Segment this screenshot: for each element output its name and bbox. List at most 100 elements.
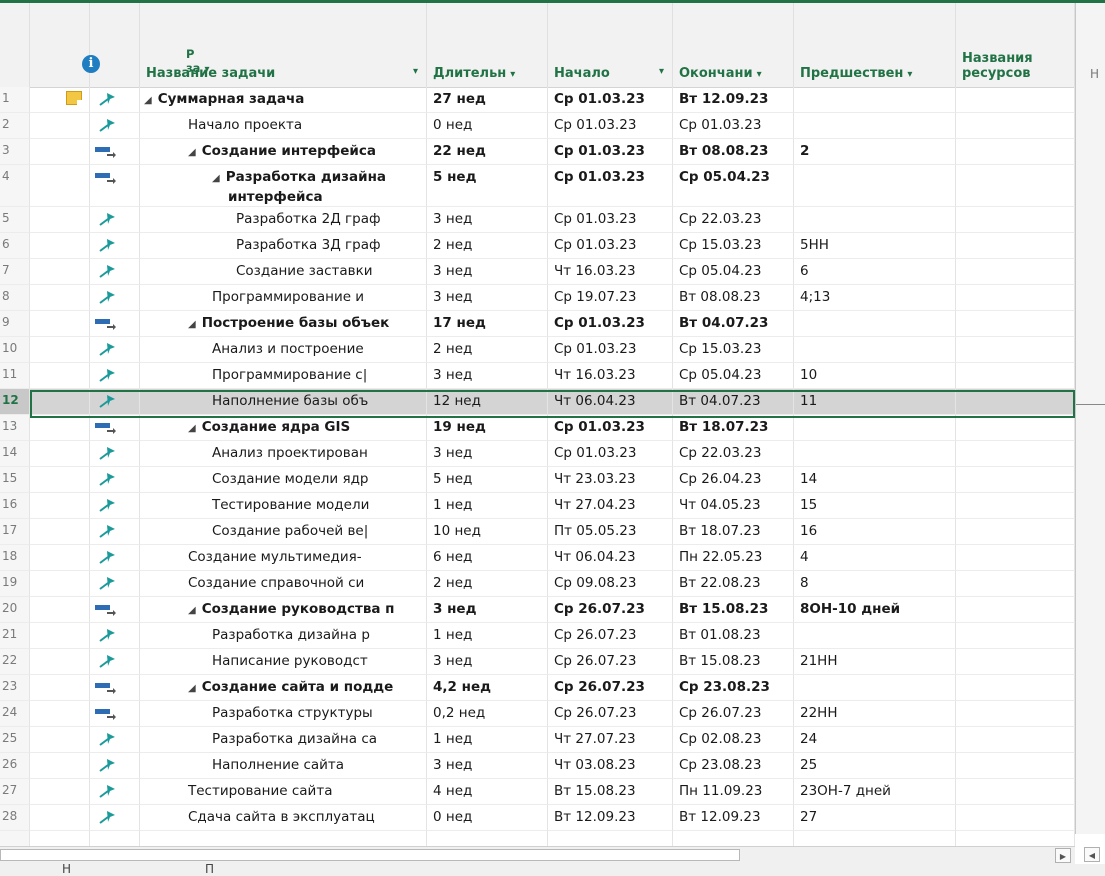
- predecessors-cell[interactable]: [794, 87, 956, 113]
- table-row[interactable]: 28 Сдача сайта в эксплуатац 0 нед Вт 12.09.…: [0, 805, 1075, 831]
- table-row[interactable]: 14 Анализ проектирован 3 нед Ср 01.03.23 Ср …: [0, 441, 1075, 467]
- collapse-triangle-icon[interactable]: ◢: [188, 423, 196, 434]
- row-number[interactable]: 20: [0, 597, 30, 623]
- start-cell[interactable]: Чт 27.07.23: [548, 727, 673, 753]
- row-number[interactable]: 26: [0, 753, 30, 779]
- resource-names-cell[interactable]: [956, 571, 1075, 597]
- note-icon[interactable]: [66, 91, 82, 105]
- task-mode-cell[interactable]: [90, 285, 140, 311]
- row-number[interactable]: 5: [0, 207, 30, 233]
- task-name-cell[interactable]: Тестирование сайта: [140, 779, 427, 805]
- predecessors-cell[interactable]: 25: [794, 753, 956, 779]
- finish-cell[interactable]: Вт 15.08.23: [673, 597, 794, 623]
- predecessors-cell[interactable]: [794, 675, 956, 701]
- finish-cell[interactable]: Чт 04.05.23: [673, 493, 794, 519]
- table-row[interactable]: 6 Разработка 3Д граф 2 нед Ср 01.03.23 Ср 15…: [0, 233, 1075, 259]
- duration-cell[interactable]: 5 нед: [427, 467, 548, 493]
- predecessors-cell[interactable]: [794, 415, 956, 441]
- indicators-cell[interactable]: [30, 597, 90, 623]
- duration-cell[interactable]: 10 нед: [427, 519, 548, 545]
- resource-names-cell[interactable]: [956, 649, 1075, 675]
- task-name-cell[interactable]: ◢ Создание сайта и подде: [140, 675, 427, 701]
- task-mode-column-header[interactable]: Р за ▾: [90, 3, 209, 87]
- predecessors-cell[interactable]: [794, 311, 956, 337]
- row-number[interactable]: 7: [0, 259, 30, 285]
- resource-names-cell[interactable]: [956, 207, 1075, 233]
- chevron-down-icon[interactable]: ▾: [412, 66, 418, 77]
- indicators-cell[interactable]: [30, 545, 90, 571]
- collapse-triangle-icon[interactable]: ◢: [188, 147, 196, 158]
- finish-cell[interactable]: Вт 15.08.23: [673, 649, 794, 675]
- finish-cell[interactable]: Ср 02.08.23: [673, 727, 794, 753]
- task-name-cell[interactable]: ◢ Создание руководства п: [140, 597, 427, 623]
- duration-cell[interactable]: 3 нед: [427, 649, 548, 675]
- horizontal-scrollbar-thumb[interactable]: [0, 849, 740, 861]
- duration-cell[interactable]: 3 нед: [427, 753, 548, 779]
- finish-cell[interactable]: Ср 26.04.23: [673, 467, 794, 493]
- resource-names-cell[interactable]: [956, 113, 1075, 139]
- task-mode-cell[interactable]: [90, 311, 140, 337]
- task-name-cell[interactable]: Создание модели ядр: [140, 467, 427, 493]
- start-cell[interactable]: Ср 01.03.23: [548, 165, 673, 207]
- start-cell[interactable]: Вт 12.09.23: [548, 805, 673, 831]
- task-name-cell[interactable]: Наполнение сайта: [140, 753, 427, 779]
- table-row[interactable]: 3 ◢ Создание интерфейса 22 нед Ср 01.03.23 Вт…: [0, 139, 1075, 165]
- row-number[interactable]: 12: [0, 389, 30, 415]
- task-name-cell[interactable]: ◢ Построение базы объек: [140, 311, 427, 337]
- finish-cell[interactable]: Ср 05.04.23: [673, 165, 794, 207]
- resource-names-cell[interactable]: [956, 441, 1075, 467]
- duration-cell[interactable]: 0 нед: [427, 805, 548, 831]
- row-number[interactable]: 8: [0, 285, 30, 311]
- indicators-cell[interactable]: [30, 649, 90, 675]
- duration-cell[interactable]: 4,2 нед: [427, 675, 548, 701]
- task-mode-cell[interactable]: [90, 675, 140, 701]
- table-row[interactable]: 24 Разработка структуры 0,2 нед Ср 26.07.23…: [0, 701, 1075, 727]
- row-number[interactable]: 14: [0, 441, 30, 467]
- chart-scroll-left-button[interactable]: ◀: [1084, 847, 1100, 862]
- resource-names-cell[interactable]: [956, 233, 1075, 259]
- finish-cell[interactable]: Вт 08.08.23: [673, 285, 794, 311]
- indicators-cell[interactable]: [30, 337, 90, 363]
- indicators-cell[interactable]: [30, 363, 90, 389]
- finish-cell[interactable]: Ср 01.03.23: [673, 113, 794, 139]
- task-mode-cell[interactable]: [90, 727, 140, 753]
- indicators-cell[interactable]: [30, 675, 90, 701]
- task-name-cell[interactable]: Создание справочной си: [140, 571, 427, 597]
- finish-cell[interactable]: Ср 22.03.23: [673, 441, 794, 467]
- task-name-cell[interactable]: Анализ и построение: [140, 337, 427, 363]
- predecessors-cell[interactable]: 21НН: [794, 649, 956, 675]
- table-row[interactable]: 12 Наполнение базы объ 12 нед Чт 06.04.23 Вт…: [0, 389, 1075, 415]
- predecessors-cell[interactable]: 11: [794, 389, 956, 415]
- finish-cell[interactable]: Ср 05.04.23: [673, 363, 794, 389]
- predecessors-cell[interactable]: 24: [794, 727, 956, 753]
- duration-cell[interactable]: 3 нед: [427, 207, 548, 233]
- resource-names-cell[interactable]: [956, 337, 1075, 363]
- resource-names-cell[interactable]: [956, 467, 1075, 493]
- task-name-cell[interactable]: ◢ Разработка дизайна интерфейса: [140, 165, 427, 207]
- task-name-cell[interactable]: Создание заставки: [140, 259, 427, 285]
- collapse-triangle-icon[interactable]: ◢: [212, 173, 220, 184]
- table-row[interactable]: 23 ◢ Создание сайта и подде 4,2 нед Ср 26.07…: [0, 675, 1075, 701]
- indicators-cell[interactable]: [30, 415, 90, 441]
- duration-cell[interactable]: 3 нед: [427, 363, 548, 389]
- resource-names-cell[interactable]: [956, 805, 1075, 831]
- resource-names-cell[interactable]: [956, 597, 1075, 623]
- duration-cell[interactable]: 1 нед: [427, 727, 548, 753]
- resource-names-cell[interactable]: [956, 545, 1075, 571]
- task-name-cell[interactable]: Сдача сайта в эксплуатац: [140, 805, 427, 831]
- table-row[interactable]: 20 ◢ Создание руководства п 3 нед Ср 26.07.2…: [0, 597, 1075, 623]
- task-mode-cell[interactable]: [90, 597, 140, 623]
- finish-cell[interactable]: Вт 04.07.23: [673, 311, 794, 337]
- task-name-cell[interactable]: ◢ Создание ядра GIS: [140, 415, 427, 441]
- duration-cell[interactable]: 3 нед: [427, 441, 548, 467]
- resource-names-cell[interactable]: [956, 259, 1075, 285]
- row-number[interactable]: 25: [0, 727, 30, 753]
- indicators-cell[interactable]: [30, 207, 90, 233]
- start-column-header[interactable]: Начало ▾: [548, 3, 673, 87]
- start-cell[interactable]: Ср 01.03.23: [548, 337, 673, 363]
- predecessors-cell[interactable]: 27: [794, 805, 956, 831]
- indicators-cell[interactable]: [30, 441, 90, 467]
- duration-cell[interactable]: 5 нед: [427, 165, 548, 207]
- row-number[interactable]: 21: [0, 623, 30, 649]
- duration-cell[interactable]: 19 нед: [427, 415, 548, 441]
